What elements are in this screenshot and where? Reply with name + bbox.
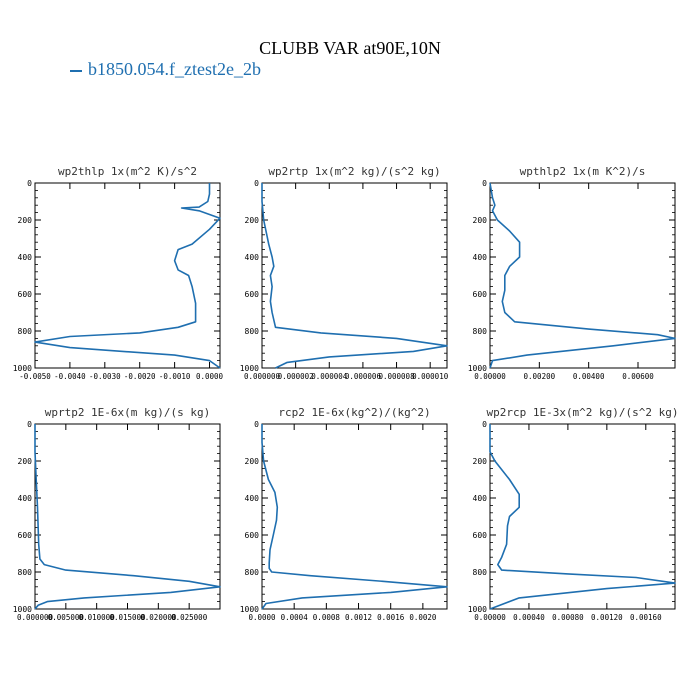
x-tick-label: 0.0000 bbox=[196, 372, 224, 381]
x-tick-label: 0.0016 bbox=[377, 613, 405, 622]
x-tick-label: 0.000000 bbox=[17, 613, 54, 622]
panel-1: wp2thlp 1x(m^2 K)/s^202004006008001000-0… bbox=[13, 165, 224, 381]
y-tick-label: 400 bbox=[245, 494, 260, 503]
x-tick-label: 0.00000 bbox=[474, 613, 506, 622]
y-tick-label: 0 bbox=[27, 179, 32, 188]
x-tick-label: 0.0020 bbox=[409, 613, 437, 622]
plot-frame bbox=[261, 182, 448, 369]
legend: b1850.054.f_ztest2e_2b bbox=[70, 59, 261, 80]
panel-title: wprtp2 1E-6x(m kg)/(s kg) bbox=[45, 406, 211, 419]
x-tick-label: -0.0020 bbox=[124, 372, 156, 381]
y-tick-label: 1000 bbox=[240, 364, 259, 373]
y-tick-label: 800 bbox=[473, 568, 488, 577]
profile-line bbox=[489, 424, 676, 610]
y-tick-label: 200 bbox=[245, 457, 260, 466]
y-tick-label: 0 bbox=[482, 179, 487, 188]
y-tick-label: 600 bbox=[18, 531, 33, 540]
panel-6: wp2rcp 1E-3x(m^2 kg)/(s^2 kg)0 200 400 600 8… bbox=[468, 406, 679, 622]
profile-line bbox=[261, 424, 448, 610]
legend-swatch bbox=[70, 69, 82, 72]
plot-frame bbox=[261, 423, 448, 610]
panel-title: wp2rcp 1E-3x(m^2 kg)/(s^2 kg) bbox=[486, 406, 678, 419]
x-tick-label: 0.000006 bbox=[345, 372, 382, 381]
y-tick-label: 600 bbox=[245, 290, 260, 299]
y-tick-label: 800 bbox=[245, 568, 260, 577]
y-tick-label: 800 bbox=[18, 568, 33, 577]
x-tick-label: -0.0010 bbox=[159, 372, 191, 381]
x-tick-label: 0.00200 bbox=[524, 372, 556, 381]
y-tick-label: 400 bbox=[245, 253, 260, 262]
profile-line bbox=[34, 424, 221, 610]
x-tick-label: -0.0030 bbox=[89, 372, 121, 381]
panel-title: wpthlp2 1x(m K^2)/s bbox=[520, 165, 646, 178]
plot-frame bbox=[489, 423, 676, 610]
x-tick-label: 0.000010 bbox=[412, 372, 449, 381]
x-tick-label: 0.020000 bbox=[140, 613, 177, 622]
y-tick-label: 200 bbox=[245, 216, 260, 225]
x-tick-label: 0.00600 bbox=[622, 372, 654, 381]
y-tick-label: 0 bbox=[254, 179, 259, 188]
y-tick-label: 1000 bbox=[240, 605, 259, 614]
x-tick-label: 0.000004 bbox=[311, 372, 348, 381]
panel-3: wpthlp2 1x(m K^2)/s020040060080010000.00… bbox=[468, 165, 676, 381]
y-tick-label: 200 bbox=[473, 216, 488, 225]
profile-line bbox=[34, 183, 221, 369]
x-tick-label: 0.00400 bbox=[573, 372, 605, 381]
x-tick-label: 0.00000 bbox=[474, 372, 506, 381]
profile-line bbox=[261, 183, 448, 369]
panel-title: wp2rtp 1x(m^2 kg)/(s^2 kg) bbox=[268, 165, 440, 178]
x-tick-label: -0.0050 bbox=[19, 372, 51, 381]
y-tick-label: 600 bbox=[473, 290, 488, 299]
x-tick-label: 0.000002 bbox=[278, 372, 314, 381]
y-tick-label: 200 bbox=[18, 457, 33, 466]
y-tick-label: 400 bbox=[18, 253, 33, 262]
profile-line bbox=[489, 182, 676, 369]
x-tick-label: 0.00120 bbox=[591, 613, 623, 622]
x-tick-label: 0.00080 bbox=[552, 613, 584, 622]
y-tick-label: 0 bbox=[27, 420, 32, 429]
x-tick-label: 0.000000 bbox=[244, 372, 281, 381]
y-tick-label: 800 bbox=[245, 327, 260, 336]
panel-title: rcp2 1E-6x(kg^2)/(kg^2) bbox=[278, 406, 430, 419]
x-tick-label: 0.00160 bbox=[630, 613, 662, 622]
y-tick-label: 1000 bbox=[468, 605, 487, 614]
x-tick-label: 0.0004 bbox=[281, 613, 309, 622]
y-tick-label: 1000 bbox=[13, 605, 32, 614]
x-tick-label: 0.0008 bbox=[313, 613, 341, 622]
panel-4: wprtp2 1E-6x(m kg)/(s kg) 0 200 400 600 800 10… bbox=[13, 406, 221, 622]
y-tick-label: 200 bbox=[18, 216, 33, 225]
y-tick-label: 400 bbox=[473, 253, 488, 262]
y-tick-label: 1000 bbox=[468, 364, 487, 373]
figure-title: CLUBB VAR at90E,10N bbox=[259, 38, 441, 58]
y-tick-label: 200 bbox=[473, 457, 488, 466]
x-tick-label: 0.010000 bbox=[79, 613, 116, 622]
x-tick-label: 0.005000 bbox=[48, 613, 85, 622]
panel-5: rcp2 1E-6x(kg^2)/(kg^2) 0 200 400 600 800 1000… bbox=[240, 406, 448, 622]
legend-label: b1850.054.f_ztest2e_2b bbox=[88, 59, 261, 79]
x-tick-label: 0.0012 bbox=[345, 613, 372, 622]
x-tick-label: 0.015000 bbox=[109, 613, 146, 622]
y-tick-label: 600 bbox=[18, 290, 33, 299]
y-tick-label: 400 bbox=[18, 494, 33, 503]
y-tick-label: 0 bbox=[482, 420, 487, 429]
panel-title: wp2thlp 1x(m^2 K)/s^2 bbox=[58, 165, 197, 178]
plot-frame bbox=[34, 182, 221, 369]
x-tick-label: 0.0000 bbox=[248, 613, 276, 622]
x-tick-label: 0.000008 bbox=[378, 372, 415, 381]
plot-frame bbox=[489, 182, 676, 369]
x-tick-label: 0.00040 bbox=[513, 613, 545, 622]
y-tick-label: 600 bbox=[245, 531, 260, 540]
panel-2: wp2rtp 1x(m^2 kg)/(s^2 kg) 0 200 400 600 800 1… bbox=[240, 165, 449, 381]
x-tick-label: 0.025000 bbox=[171, 613, 208, 622]
y-tick-label: 1000 bbox=[13, 364, 32, 373]
y-tick-label: 600 bbox=[473, 531, 488, 540]
y-tick-label: 400 bbox=[473, 494, 488, 503]
y-tick-label: 0 bbox=[254, 420, 259, 429]
y-tick-label: 800 bbox=[473, 327, 488, 336]
x-tick-label: -0.0040 bbox=[54, 372, 86, 381]
y-tick-label: 800 bbox=[18, 327, 33, 336]
